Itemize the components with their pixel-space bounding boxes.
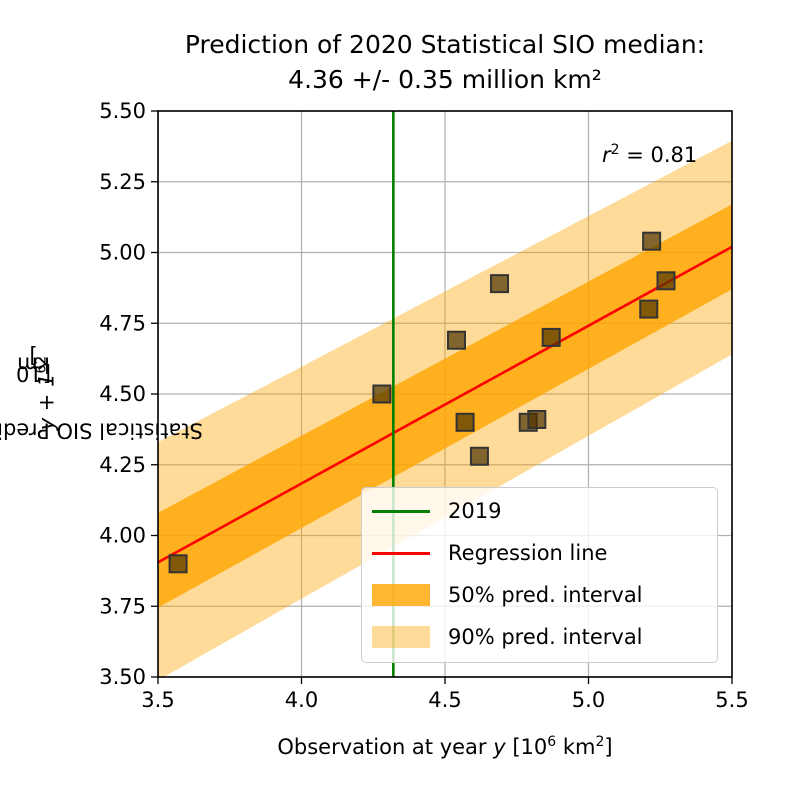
legend-label: Regression line bbox=[448, 541, 608, 565]
data-point bbox=[455, 412, 475, 432]
data-point bbox=[168, 554, 188, 574]
y-tick-label: 4.75 bbox=[99, 311, 146, 335]
axes: 3.5 4.0 4.5 5.0 5.5 3.50 3.75 4.00 4.25 4.50 4.75 5… bbox=[99, 99, 748, 712]
legend-item-90pct: 90% pred. interval bbox=[372, 622, 643, 652]
data-points bbox=[168, 231, 676, 574]
data-point bbox=[642, 231, 662, 251]
regression-line bbox=[158, 245, 732, 564]
x-axis-label: Observation at year y [106 km2] bbox=[277, 734, 613, 759]
chart-title-line-1: Prediction of 2020 Statistical SIO media… bbox=[184, 30, 706, 59]
legend-item-regression: Regression line bbox=[372, 538, 607, 568]
data-point bbox=[372, 384, 392, 404]
legend-line-green bbox=[372, 510, 430, 513]
legend-item-2019: 2019 bbox=[372, 496, 501, 526]
y-tick-label: 5.25 bbox=[99, 170, 146, 194]
y-tick-label: 4.50 bbox=[99, 382, 146, 406]
data-point bbox=[541, 327, 561, 347]
y-tick-label: 3.50 bbox=[99, 665, 146, 689]
data-point bbox=[446, 330, 466, 350]
y-tick-label: 5.00 bbox=[99, 241, 146, 265]
x-tick-label: 5.5 bbox=[715, 688, 748, 712]
data-point bbox=[490, 274, 510, 294]
x-tick-label: 4.5 bbox=[428, 688, 461, 712]
legend-label: 50% pred. interval bbox=[448, 583, 643, 607]
data-point bbox=[527, 409, 547, 429]
legend-label: 90% pred. interval bbox=[448, 625, 643, 649]
y-tick-label: 4.00 bbox=[99, 524, 146, 548]
legend-label: 2019 bbox=[448, 499, 502, 523]
data-point bbox=[469, 446, 489, 466]
x-tick-label: 5.0 bbox=[572, 688, 605, 712]
y-tick-label: 3.75 bbox=[99, 594, 146, 618]
x-tick-label: 3.5 bbox=[141, 688, 174, 712]
chart-title-line-2: 4.36 +/- 0.35 million km² bbox=[288, 65, 602, 94]
y-tick-label: 4.25 bbox=[99, 453, 146, 477]
legend: 2019 Regression line 50% pred. interval … bbox=[361, 487, 718, 663]
data-point bbox=[656, 271, 676, 291]
r-squared-annotation: r2 = 0.81 bbox=[602, 142, 698, 167]
legend-item-50pct: 50% pred. interval bbox=[372, 580, 643, 610]
y-tick-label: 5.50 bbox=[99, 99, 146, 123]
legend-patch-90 bbox=[372, 626, 430, 648]
data-point bbox=[639, 299, 659, 319]
legend-patch-50 bbox=[372, 584, 430, 606]
x-tick-label: 4.0 bbox=[285, 688, 318, 712]
legend-line-red bbox=[372, 552, 430, 555]
